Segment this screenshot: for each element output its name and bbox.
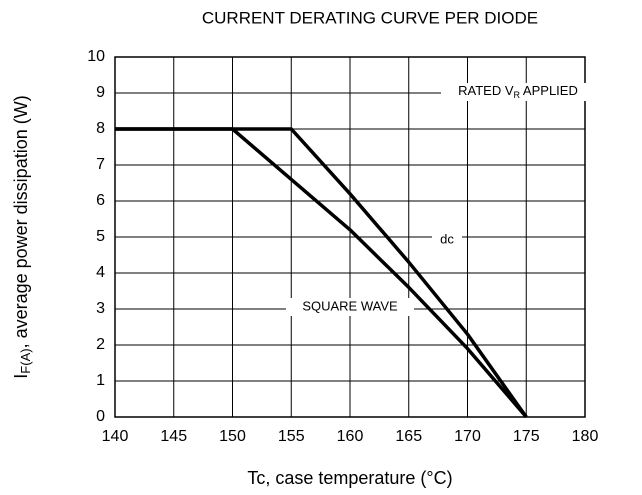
y-tick-label: 7 bbox=[96, 156, 105, 173]
y-tick-label: 1 bbox=[96, 372, 105, 389]
chart-title: CURRENT DERATING CURVE PER DIODE bbox=[202, 8, 538, 27]
label-bg bbox=[432, 231, 462, 249]
plot-frame bbox=[114, 56, 586, 418]
annotation-main: RATED V bbox=[458, 83, 514, 98]
x-tick-label: 175 bbox=[513, 428, 540, 445]
label-bg bbox=[441, 83, 595, 101]
x-axis-label: Tc, case temperature (°C) bbox=[247, 468, 452, 488]
series-label: dc bbox=[440, 231, 454, 246]
x-tick-label: 180 bbox=[572, 428, 599, 445]
y-label-main: I bbox=[11, 374, 31, 379]
y-tick-label: 3 bbox=[96, 300, 105, 317]
y-tick-label: 2 bbox=[96, 336, 105, 353]
y-tick-label: 0 bbox=[96, 408, 105, 425]
annotation-rest: APPLIED bbox=[520, 83, 578, 98]
y-axis-label: IF(A), average power dissipation (W) bbox=[11, 95, 34, 378]
x-tick-label: 170 bbox=[454, 428, 481, 445]
x-tick-label: 165 bbox=[395, 428, 422, 445]
y-label-rest: , average power dissipation (W) bbox=[11, 95, 31, 348]
x-tick-label: 140 bbox=[102, 428, 129, 445]
y-tick-label: 5 bbox=[96, 228, 105, 245]
x-tick-label: 155 bbox=[278, 428, 305, 445]
y-tick-label: 6 bbox=[96, 192, 105, 209]
y-tick-label: 9 bbox=[96, 84, 105, 101]
series-line bbox=[115, 127, 528, 419]
x-tick-label: 145 bbox=[160, 428, 187, 445]
x-tick-label: 160 bbox=[337, 428, 364, 445]
y-tick-label: 8 bbox=[96, 120, 105, 137]
y-label-sub: F(A) bbox=[18, 348, 33, 373]
annotation-sub: R bbox=[514, 90, 521, 100]
label-bg bbox=[286, 298, 414, 316]
series-label: SQUARE WAVE bbox=[302, 298, 398, 313]
y-tick-label: 10 bbox=[87, 48, 105, 65]
annotation: RATED VR APPLIED bbox=[458, 83, 578, 100]
series-line bbox=[115, 127, 528, 419]
x-tick-label: 150 bbox=[219, 428, 246, 445]
y-tick-label: 4 bbox=[96, 264, 105, 281]
